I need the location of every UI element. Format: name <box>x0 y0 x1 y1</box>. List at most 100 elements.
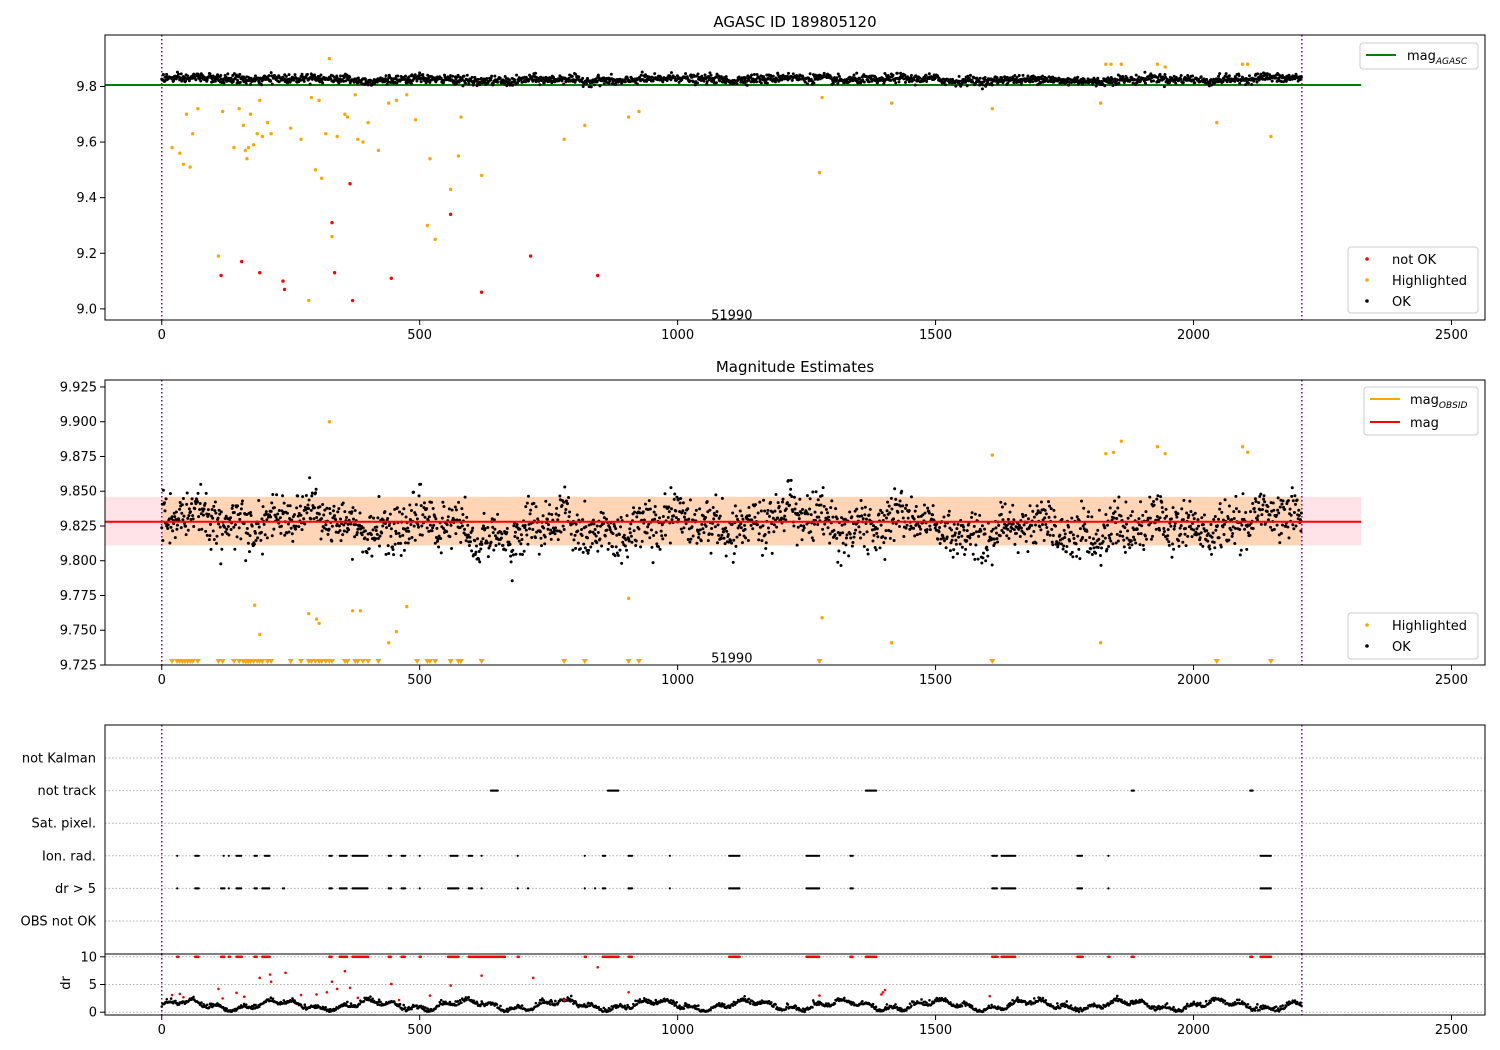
ok-point <box>836 82 840 86</box>
ok-point <box>919 527 923 531</box>
ok-point <box>574 522 578 526</box>
ok-point <box>634 543 638 547</box>
ok-point <box>1124 500 1128 504</box>
flag-label: dr > 5 <box>55 882 96 897</box>
ok-point <box>1158 516 1162 520</box>
ok-point <box>417 494 421 498</box>
ok-point <box>834 507 838 511</box>
ok-point <box>161 488 165 492</box>
highlighted-point <box>353 93 357 97</box>
ok-point <box>302 517 306 521</box>
highlighted-point <box>317 98 321 103</box>
ok-point <box>450 546 454 550</box>
ok-point <box>1142 547 1146 551</box>
ok-point <box>913 534 917 538</box>
ok-point <box>248 550 252 554</box>
flag-point <box>817 887 821 890</box>
not-ok-point <box>330 220 334 225</box>
ok-point <box>1260 513 1264 517</box>
ok-point <box>601 511 605 515</box>
flag-point <box>604 887 607 890</box>
ok-point <box>581 85 585 89</box>
ok-point <box>513 530 517 534</box>
ok-point <box>1132 535 1136 539</box>
ok-point <box>417 525 421 529</box>
highlighted-point <box>245 157 249 161</box>
ok-point <box>1152 79 1156 83</box>
ok-point <box>628 531 632 535</box>
ok-point <box>821 527 825 531</box>
y-tick-label: 9.800 <box>60 554 97 569</box>
flag-point <box>630 854 634 857</box>
ok-point <box>1127 542 1131 546</box>
legend-highlighted: Highlighted <box>1392 274 1467 289</box>
ok-point <box>214 541 218 545</box>
highlighted-point <box>890 641 894 645</box>
ok-point <box>1218 507 1222 511</box>
ok-point <box>1090 515 1094 519</box>
ok-point <box>494 544 498 548</box>
ok-point <box>378 534 382 538</box>
ok-point <box>716 523 720 527</box>
ok-point <box>528 512 532 516</box>
ok-point <box>886 500 890 504</box>
ok-point <box>1006 517 1010 521</box>
ok-point <box>160 526 164 530</box>
ok-point <box>965 84 969 88</box>
ok-point <box>1006 527 1010 531</box>
ok-point <box>178 501 182 505</box>
ok-point <box>947 513 951 517</box>
ok-point <box>765 512 769 516</box>
ok-point <box>757 538 761 542</box>
ok-point <box>1039 500 1043 504</box>
ok-point <box>543 535 547 539</box>
ok-point <box>960 82 964 86</box>
clipped-marker <box>635 659 642 664</box>
ok-point <box>1141 513 1145 517</box>
ok-point <box>524 505 528 509</box>
ok-point <box>421 513 425 517</box>
ok-point <box>1116 506 1120 510</box>
dr-point <box>244 1003 248 1006</box>
ok-point <box>1021 73 1025 77</box>
flag-label: OBS not OK <box>21 915 97 930</box>
ok-point <box>931 504 935 508</box>
ok-point <box>688 540 692 544</box>
ok-point <box>425 526 429 530</box>
ok-point <box>529 508 533 512</box>
ok-point <box>958 530 962 534</box>
ok-point <box>442 505 446 509</box>
ok-point <box>753 515 757 519</box>
ok-point <box>232 525 236 529</box>
ok-point <box>943 524 947 528</box>
ok-point <box>1172 547 1176 551</box>
ok-point <box>835 76 839 80</box>
ok-point <box>625 548 629 552</box>
ok-point <box>619 525 623 529</box>
ok-point <box>236 504 240 508</box>
ok-point <box>646 525 650 529</box>
ok-point <box>962 528 966 532</box>
flag-point <box>875 789 878 792</box>
ok-point <box>252 542 256 546</box>
ok-point <box>582 542 586 546</box>
ok-point <box>237 526 241 530</box>
ok-point <box>1099 563 1103 567</box>
flag-point <box>1080 854 1084 857</box>
ok-point <box>925 528 929 532</box>
highlighted-point <box>1245 62 1250 66</box>
ok-point <box>331 509 335 513</box>
ok-point <box>253 531 257 535</box>
ok-point <box>596 549 600 553</box>
ok-point <box>1068 539 1072 543</box>
ok-point <box>805 494 809 498</box>
ok-point <box>249 82 253 86</box>
ok-point <box>702 531 706 535</box>
ok-point <box>786 478 790 482</box>
ok-point <box>889 496 893 500</box>
ok-point <box>903 506 907 510</box>
ok-point <box>199 79 203 83</box>
ok-point <box>562 528 566 532</box>
ok-point <box>669 71 673 75</box>
ok-point <box>783 514 787 518</box>
